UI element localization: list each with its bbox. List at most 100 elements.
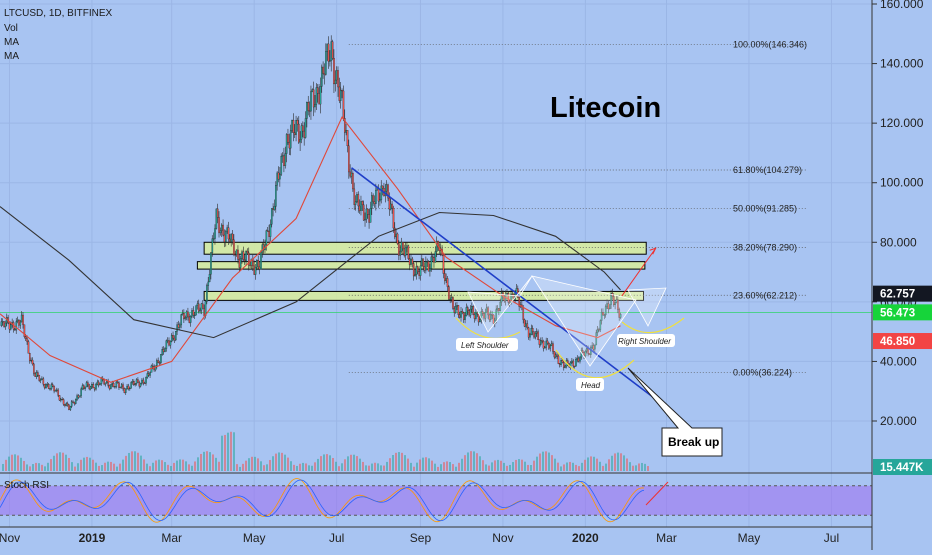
volume-bar: [266, 464, 268, 471]
volume-bar: [542, 451, 544, 471]
y-tick-label: 20.000: [880, 414, 917, 428]
candle-body: [45, 384, 47, 389]
volume-bar: [212, 454, 214, 471]
candle-body: [30, 359, 32, 362]
volume-bar: [350, 454, 352, 471]
candle-body: [73, 402, 76, 404]
volume-bar: [407, 458, 409, 471]
candle-body: [115, 381, 118, 387]
candle-body: [293, 132, 296, 135]
volume-bar: [92, 459, 94, 471]
volume-bar: [611, 455, 613, 471]
price-tag-label: 56.473: [880, 307, 915, 319]
candle-body: [197, 303, 200, 312]
volume-bar: [260, 461, 262, 471]
candle-body: [457, 305, 460, 315]
candle-body: [484, 312, 487, 319]
volume-bar: [605, 463, 607, 471]
candle-body: [300, 125, 303, 140]
stoch-k-line: [0, 478, 645, 523]
candle-body: [257, 259, 260, 268]
volume-bar: [56, 453, 58, 471]
volume-bar: [449, 462, 451, 471]
volume-bar: [293, 464, 295, 471]
candle-body: [343, 118, 346, 133]
candle-body: [326, 43, 329, 52]
x-tick-label: May: [738, 531, 761, 545]
candle-body: [226, 227, 228, 232]
y-tick-label: 80.000: [880, 235, 917, 249]
candle-body: [69, 406, 72, 410]
candle-body: [14, 329, 16, 331]
candle-body: [423, 266, 426, 271]
candle-body: [369, 208, 372, 223]
candle-body: [319, 86, 322, 105]
price-tag-label: 62.757: [880, 289, 915, 301]
volume-bar: [125, 455, 127, 471]
candle-body: [480, 311, 483, 320]
candle-body: [8, 322, 11, 330]
candle-body: [316, 87, 319, 94]
candle-body: [462, 312, 465, 320]
volume-bar: [191, 465, 193, 471]
volume-bar: [101, 465, 103, 471]
candle-body: [529, 334, 531, 338]
candle-body: [139, 382, 142, 387]
candle-body: [256, 259, 258, 268]
volume-bar: [521, 459, 523, 471]
candle-body: [83, 385, 85, 389]
volume-bar: [371, 463, 373, 471]
volume-bar: [209, 452, 211, 471]
candle-body: [273, 206, 276, 210]
volume-bar: [458, 462, 460, 471]
volume-bar: [524, 461, 526, 471]
volume-bar: [431, 460, 433, 471]
volume-bar: [173, 462, 175, 471]
head-box: [576, 378, 604, 391]
candle-body: [170, 334, 173, 342]
candle-body: [276, 172, 278, 186]
candle-body: [233, 239, 235, 255]
candle-body: [253, 265, 256, 275]
volume-bar: [434, 463, 436, 471]
candle-body: [558, 363, 561, 365]
candle-body: [434, 251, 437, 263]
candle-body: [476, 312, 479, 315]
candle-body: [373, 201, 376, 204]
candle-body: [348, 145, 350, 173]
volume-bar: [509, 464, 511, 471]
volume-bar: [419, 459, 421, 471]
candle-body: [206, 285, 208, 302]
candle-body: [523, 319, 526, 327]
candle-body: [154, 365, 157, 371]
candle-body: [296, 120, 299, 125]
candle-body: [46, 384, 49, 386]
candle-body: [387, 184, 389, 199]
candle-body: [396, 233, 399, 244]
volume-bar: [437, 466, 439, 471]
stoch-band: [0, 485, 872, 516]
volume-bar: [110, 461, 112, 471]
candle-body: [202, 303, 204, 309]
candle-body: [499, 301, 502, 311]
candle-body: [464, 315, 466, 320]
candle-body: [80, 388, 82, 396]
candle-body: [188, 316, 191, 323]
y-tick-label: 120.000: [880, 116, 924, 130]
candle-body: [471, 306, 473, 310]
volume-bar: [62, 452, 64, 471]
candle-body: [468, 310, 470, 316]
candle-body: [216, 208, 219, 218]
candle-body: [389, 203, 392, 210]
candle-body: [415, 266, 418, 275]
volume-bar: [626, 458, 628, 471]
volume-bar: [452, 464, 454, 471]
candle-body: [595, 332, 598, 346]
candle-body: [500, 292, 503, 303]
volume-bar: [149, 466, 151, 471]
candle-body: [230, 233, 233, 242]
candle-body: [92, 384, 95, 389]
volume-bar: [632, 465, 634, 471]
candle-body: [522, 306, 525, 320]
